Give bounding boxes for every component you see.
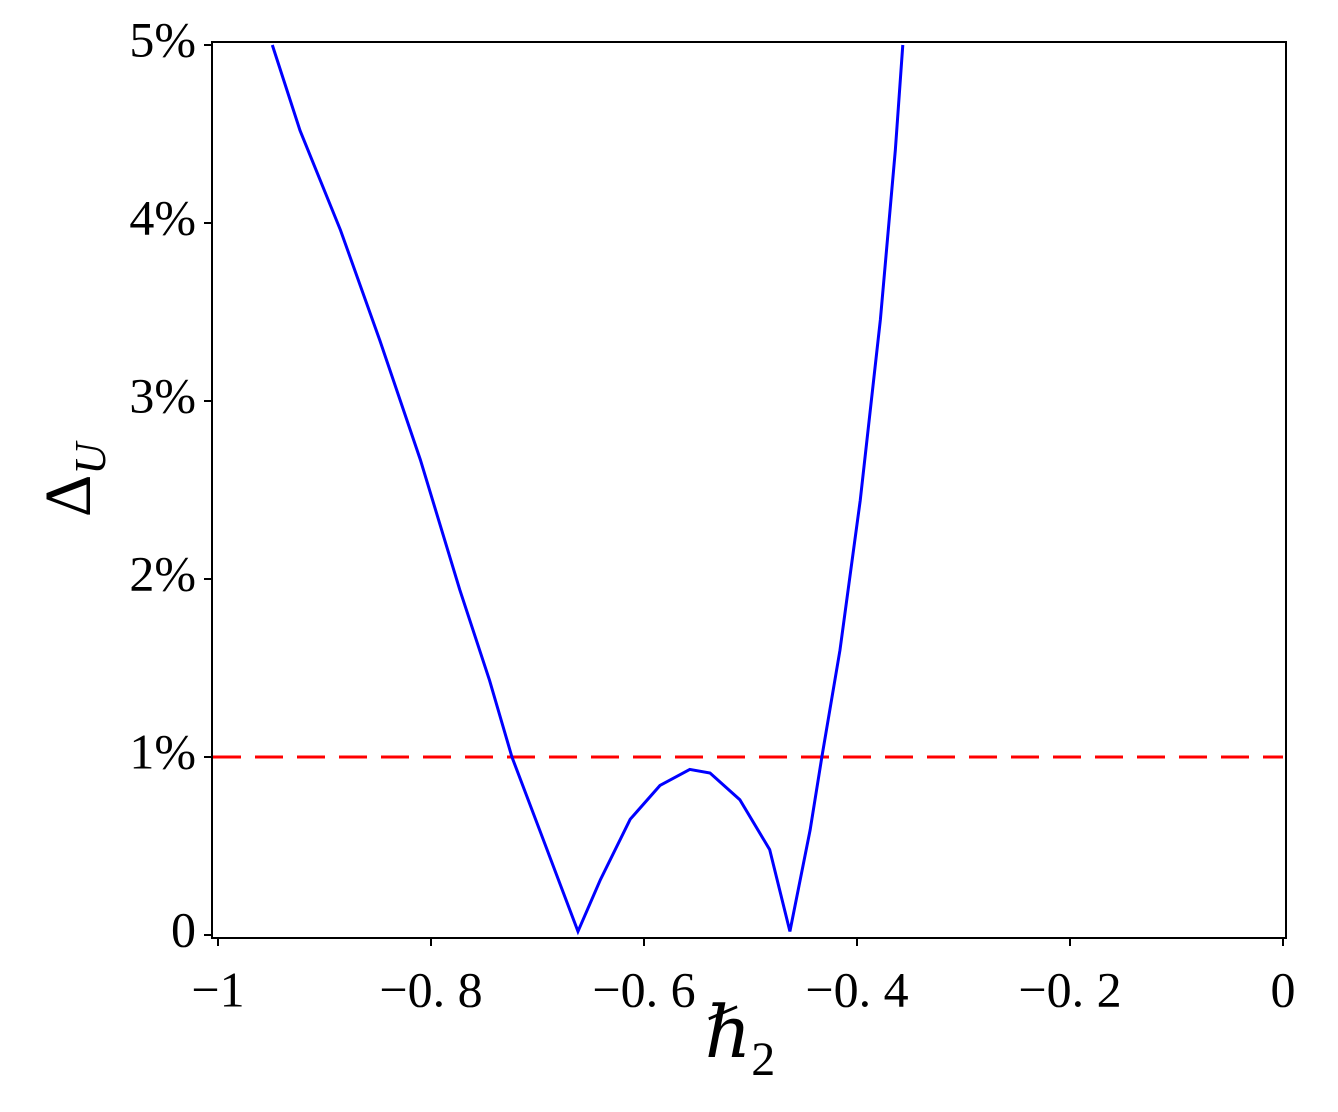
x-axis-label: ℏ2 [705,993,775,1087]
plot-frame [211,41,1287,939]
x-tick-label: −1 [191,961,244,1017]
y-axis-label: ΔU [32,440,115,517]
x-label-subscript: 2 [751,1033,775,1086]
y-tick-label: 1% [129,723,196,779]
y-tick-label: 4% [129,189,196,245]
x-tick-label: −0. 8 [379,961,482,1017]
y-tick-label: 5% [129,11,196,67]
x-tick-label: −0. 4 [805,961,908,1017]
x-tick-label: 0 [1271,961,1296,1017]
y-tick-label: 2% [129,545,196,601]
y-tick-label: 0 [171,901,196,957]
y-tick-label: 3% [129,367,196,423]
x-label-symbol: ℏ [705,993,751,1073]
y-label-symbol: Δ [32,475,105,517]
y-label-subscript: U [66,440,115,475]
data-line [270,44,905,936]
x-tick-label: −0. 2 [1018,961,1121,1017]
x-tick-label: −0. 6 [592,961,695,1017]
